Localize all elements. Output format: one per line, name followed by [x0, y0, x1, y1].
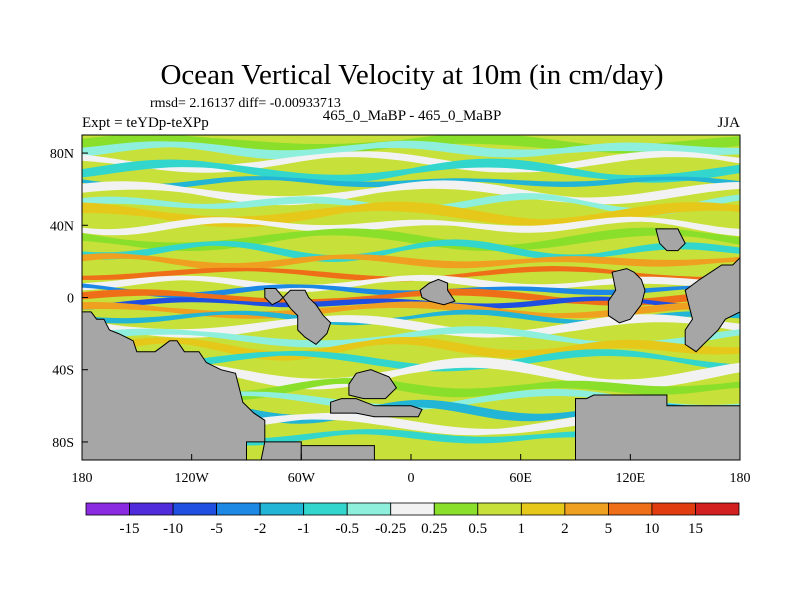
land-continent-c: [607, 268, 646, 324]
colorbar-swatch: [172, 502, 218, 516]
land-continent-d: [684, 257, 740, 353]
colorbar-label: 1: [518, 521, 526, 537]
colorbar: -15 -10 -5 -2 -1 -0.5 -0.25 0.25 0.5 1 2 5 10 15: [85, 502, 740, 537]
field-band: [82, 283, 740, 298]
y-tick-label: 40S: [52, 364, 74, 379]
colorbar-swatch: [564, 502, 609, 516]
land-equatorial-island: [419, 278, 456, 306]
colorbar-label: 15: [688, 521, 703, 537]
colorbar-label: -0.25: [375, 521, 406, 537]
center-label: 465_0_MaBP - 465_0_MaBP: [323, 108, 502, 124]
chart-title: Ocean Vertical Velocity at 10m (in cm/da…: [160, 59, 663, 91]
land-south-island: [330, 398, 423, 418]
land-south-strip: [260, 441, 302, 460]
colorbar-swatch: [346, 502, 392, 516]
stats-label: rmsd= 2.16137 diff= -0.00933713: [150, 96, 341, 111]
colorbar-label: 0.5: [468, 521, 487, 537]
field-band: [82, 296, 740, 311]
field-band: [82, 158, 740, 184]
field-band: [82, 253, 740, 271]
field-band: [82, 274, 740, 292]
x-tick-label: 60E: [509, 471, 532, 486]
colorbar-label: 0.25: [421, 521, 447, 537]
colorbar-label: -2: [254, 521, 267, 537]
map-area: [82, 135, 740, 460]
colorbar-swatch: [651, 502, 696, 516]
land-north-island: [655, 228, 686, 252]
y-tick-label: 80N: [50, 147, 74, 162]
y-axis: 80N 40N 0 40S 80S: [50, 147, 88, 451]
colorbar-label: -1: [297, 521, 310, 537]
field-band: [82, 314, 740, 338]
experiment-label: Expt = teYDp-teXPp: [82, 115, 209, 131]
y-tick-label: 80S: [52, 436, 74, 451]
field-band: [82, 140, 740, 160]
colorbar-label: -10: [163, 521, 183, 537]
y-tick-label: 0: [67, 292, 74, 307]
colorbar-label: -5: [210, 521, 223, 537]
colorbar-swatch: [216, 502, 261, 516]
x-tick-label: 0: [408, 471, 415, 486]
x-tick-label: 120E: [616, 471, 646, 486]
colorbar-swatch: [695, 502, 740, 516]
colorbar-swatch: [433, 502, 479, 516]
colorbar-swatch: [608, 502, 653, 516]
land-continent-b: [348, 369, 398, 400]
land-southwest: [82, 311, 266, 460]
x-tick-label: 60W: [288, 471, 316, 486]
land-continent-a: [264, 288, 332, 346]
colorbar-label: -15: [120, 521, 140, 537]
colorbar-swatch: [259, 502, 305, 516]
colorbar-label: 10: [644, 521, 659, 537]
colorbar-swatch: [85, 502, 130, 516]
season-label: JJA: [717, 115, 740, 131]
x-tick-label: 180: [72, 471, 93, 486]
land-southeast: [575, 394, 740, 460]
field-band: [82, 388, 740, 412]
colorbar-swatch: [129, 502, 174, 516]
x-axis: 180 120W 60W 0 60E 120E 180: [72, 454, 751, 486]
field-band: [82, 349, 740, 372]
colorbar-swatch: [520, 502, 566, 516]
colorbar-swatch: [477, 502, 522, 516]
x-tick-label: 180: [730, 471, 751, 486]
field-band: [82, 216, 740, 237]
colorbar-label: -0.5: [335, 521, 359, 537]
colorbar-label: 2: [561, 521, 569, 537]
field-band: [82, 266, 740, 283]
y-tick-label: 40N: [50, 219, 74, 234]
colorbar-swatch: [303, 502, 348, 516]
colorbar-swatch: [390, 502, 435, 516]
land-south-bottom: [300, 445, 375, 460]
field-band: [82, 309, 740, 326]
colorbar-label: 5: [605, 521, 613, 537]
x-tick-label: 120W: [175, 471, 210, 486]
